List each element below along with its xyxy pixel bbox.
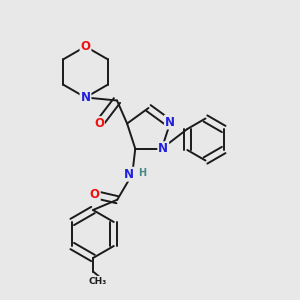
Text: N: N	[165, 116, 175, 128]
Text: N: N	[158, 142, 168, 155]
Text: N: N	[80, 91, 91, 104]
Text: CH₃: CH₃	[88, 277, 106, 286]
Text: O: O	[94, 117, 104, 130]
Text: O: O	[80, 40, 91, 53]
Text: O: O	[90, 188, 100, 201]
Text: H: H	[138, 168, 146, 178]
Text: N: N	[124, 168, 134, 181]
